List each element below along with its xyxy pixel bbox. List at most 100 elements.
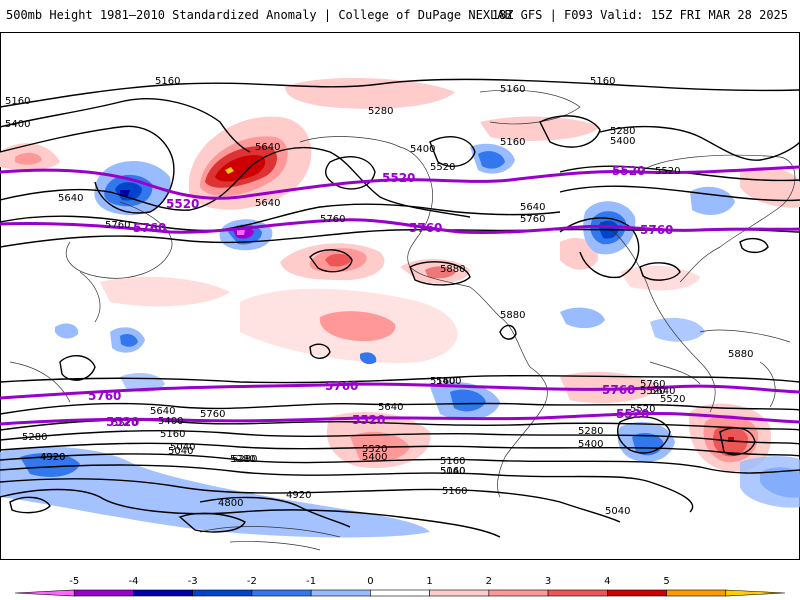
coastlines bbox=[9, 89, 796, 551]
colorbar-tick-label: -1 bbox=[306, 576, 316, 587]
colorbar-segment bbox=[133, 589, 193, 597]
colorbar-segment bbox=[666, 589, 727, 597]
anomaly-shading bbox=[0, 77, 800, 538]
contour-label: 5400 bbox=[410, 144, 435, 155]
contour-label: 5880 bbox=[440, 264, 465, 275]
contour-label: 5160 bbox=[440, 466, 465, 477]
contour-labels: 5160516054005160528054005640552051605280… bbox=[5, 76, 753, 517]
contour-label: 5520 bbox=[660, 394, 685, 405]
contour-label: 5520 bbox=[655, 166, 680, 177]
contour-label: 5520 bbox=[630, 404, 655, 415]
contour-label: 5160 bbox=[442, 486, 467, 497]
colorbar-tick-label: 4 bbox=[604, 576, 610, 587]
contour-label: 5160 bbox=[5, 96, 30, 107]
reference-contour-label: 5760 bbox=[409, 221, 442, 235]
chart-title: 500mb Height 1981–2010 Standardized Anom… bbox=[6, 8, 512, 22]
reference-contour-label: 5520 bbox=[616, 407, 649, 421]
contour-label: 5640 bbox=[650, 386, 675, 397]
colorbar-tick-label: 2 bbox=[486, 576, 492, 587]
colorbar-tick-label: -2 bbox=[247, 576, 257, 587]
reference-contour-label: 5520 bbox=[382, 171, 415, 185]
colorbar-tick-label: 3 bbox=[545, 576, 551, 587]
reference-contour-label: 5760 bbox=[133, 221, 166, 235]
contour-label: 5520 bbox=[430, 162, 455, 173]
contour-label: 5280 bbox=[232, 454, 257, 465]
contour-label: 5280 bbox=[22, 432, 47, 443]
valid-time: 18Z GFS | F093 Valid: 15Z FRI MAR 28 202… bbox=[491, 8, 788, 22]
contour-label: 5520 bbox=[640, 386, 665, 397]
contour-label: 5040 bbox=[168, 446, 193, 457]
contour-label: 5160 bbox=[160, 429, 185, 440]
contour-label: 5280 bbox=[610, 126, 635, 137]
contour-label: 5280 bbox=[230, 454, 255, 465]
contour-label: 5640 bbox=[150, 406, 175, 417]
colorbar-segment bbox=[547, 589, 608, 597]
contour-label: 5640 bbox=[520, 202, 545, 213]
colorbar-segment bbox=[14, 589, 75, 597]
colorbar-segment bbox=[251, 589, 312, 597]
contour-label: 5640 bbox=[58, 193, 83, 204]
reference-contour-label: 5760 bbox=[88, 389, 121, 403]
height-contours bbox=[0, 78, 800, 538]
reference-contour-label: 5760 bbox=[640, 223, 673, 237]
colorbar-tick-label: 0 bbox=[367, 576, 373, 587]
contour-label: 5400 bbox=[610, 136, 635, 147]
colorbar-segment bbox=[310, 589, 371, 597]
colorbar-segment bbox=[607, 589, 667, 597]
contour-label: 5760 bbox=[105, 220, 130, 231]
colorbar-segment bbox=[725, 589, 786, 597]
contour-label: 5160 bbox=[500, 137, 525, 148]
contour-label: 5160 bbox=[155, 76, 180, 87]
contour-label: 5280 bbox=[368, 106, 393, 117]
colorbar-tick-label: -3 bbox=[188, 576, 198, 587]
contour-label: 5040 bbox=[170, 442, 195, 453]
contour-label: 4920 bbox=[40, 452, 65, 463]
contour-label: 5760 bbox=[320, 214, 345, 225]
contour-label: 5040 bbox=[440, 466, 465, 477]
reference-contours bbox=[0, 165, 800, 426]
contour-label: 5400 bbox=[436, 376, 461, 387]
colorbar-segment bbox=[429, 589, 490, 597]
contour-label: 5760 bbox=[200, 409, 225, 420]
reference-contour-label: 5760 bbox=[325, 379, 358, 393]
colorbar-segment bbox=[73, 589, 134, 597]
colorbar-segments bbox=[14, 589, 786, 597]
contour-label: 5400 bbox=[158, 416, 183, 427]
reference-contour-label: 5760 bbox=[602, 383, 635, 397]
contour-label: 4920 bbox=[40, 452, 65, 463]
contour-label: 5520 bbox=[362, 444, 387, 455]
contour-label: 5760 bbox=[640, 379, 665, 390]
colorbar-segment bbox=[488, 589, 549, 597]
reference-contour-label: 5520 bbox=[106, 415, 139, 429]
colorbar: -5 -4 -3 -2 -1 0 1 2 3 4 5 bbox=[14, 576, 786, 597]
colorbar-labels: -5 -4 -3 -2 -1 0 1 2 3 4 5 bbox=[69, 576, 669, 587]
contour-label: 5520 bbox=[112, 418, 137, 429]
contour-label: 5160 bbox=[430, 376, 455, 387]
reference-contour-label: 5520 bbox=[352, 413, 385, 427]
contour-label: 5640 bbox=[255, 198, 280, 209]
contour-label: 5280 bbox=[578, 426, 603, 437]
contour-label: 5640 bbox=[378, 402, 403, 413]
colorbar-tick-label: 5 bbox=[663, 576, 669, 587]
contour-label: 5160 bbox=[440, 456, 465, 467]
reference-contour-label: 5520 bbox=[166, 197, 199, 211]
anomaly-map: 5160516054005160528054005640552051605280… bbox=[0, 32, 800, 560]
contour-label: 5400 bbox=[362, 452, 387, 463]
contour-label: 5400 bbox=[578, 439, 603, 450]
contour-label: 5400 bbox=[5, 119, 30, 130]
contour-label: 5640 bbox=[255, 142, 280, 153]
contour-label: 5040 bbox=[605, 506, 630, 517]
contour-label: 4800 bbox=[218, 498, 243, 509]
contour-label: 5760 bbox=[520, 214, 545, 225]
contour-label: 5880 bbox=[728, 349, 753, 360]
colorbar-segment bbox=[192, 589, 253, 597]
header: 500mb Height 1981–2010 Standardized Anom… bbox=[0, 0, 800, 28]
colorbar-tick-label: 1 bbox=[426, 576, 432, 587]
contour-label: 4920 bbox=[286, 490, 311, 501]
contour-label: 5880 bbox=[500, 310, 525, 321]
colorbar-tick-label: -4 bbox=[128, 576, 138, 587]
contour-label: 5160 bbox=[500, 84, 525, 95]
colorbar-segment bbox=[370, 589, 430, 597]
contour-label: 5160 bbox=[590, 76, 615, 87]
